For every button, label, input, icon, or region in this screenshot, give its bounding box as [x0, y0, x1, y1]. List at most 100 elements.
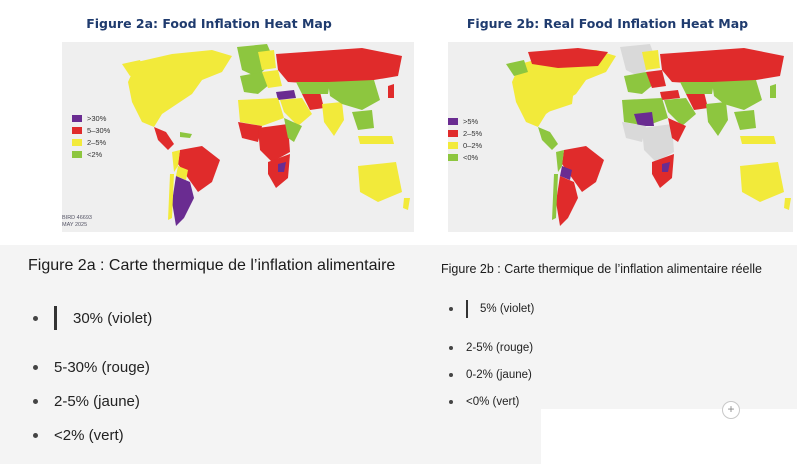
legend-a-item: <2% — [72, 148, 110, 160]
region-japan — [770, 84, 776, 98]
region-middle-east — [280, 98, 312, 126]
list-item-label: 2-5% (rouge) — [466, 342, 534, 354]
region-central-asia — [680, 82, 714, 94]
list-item-label: <2% (vert) — [54, 427, 124, 444]
legend-swatch-violet — [72, 114, 82, 122]
legend-b-label: 2–5% — [463, 128, 483, 138]
world-map-food-inflation — [62, 42, 414, 232]
region-zimbabwe — [278, 162, 286, 172]
legend-a-item: 5–30% — [72, 124, 110, 136]
legend-a-label: 2–5% — [87, 137, 107, 147]
region-alaska — [506, 60, 528, 76]
legend-swatch-violet — [448, 117, 458, 125]
bar-icon — [466, 300, 468, 318]
legend-b: >5% 2–5% 0–2% <0% — [448, 115, 482, 163]
legend-b-label: <0% — [463, 152, 479, 162]
list-item-label: 5-30% (rouge) — [54, 359, 150, 376]
region-north-america — [128, 50, 232, 127]
region-caribbean — [180, 132, 192, 138]
bullet-icon — [449, 400, 453, 404]
region-new-zealand — [784, 198, 791, 210]
figure-2a-title: Figure 2a: Food Inflation Heat Map — [86, 16, 332, 31]
legend-swatch-yellow — [448, 141, 458, 149]
list-item-label: 0-2% (jaune) — [466, 369, 532, 381]
region-andes — [556, 150, 564, 172]
region-zimbabwe — [662, 162, 670, 172]
bullet-icon — [449, 346, 453, 350]
legend-a-label: 5–30% — [87, 125, 111, 135]
region-southeast-asia — [734, 110, 756, 130]
region-andes — [172, 150, 180, 172]
source-note: BIRD 46693 MAY 2025 — [62, 215, 92, 229]
world-map-svg-a — [122, 44, 410, 226]
region-turkey — [660, 90, 680, 100]
caption-2b-title: Figure 2b : Carte thermique de l’inflati… — [441, 262, 762, 276]
region-north-africa — [238, 98, 284, 126]
region-bolivia — [560, 166, 572, 180]
region-europe-east — [262, 70, 282, 88]
region-central-africa — [258, 124, 290, 162]
bullet-icon — [33, 399, 38, 404]
region-europe-east — [646, 70, 666, 88]
legend-swatch-red — [448, 129, 458, 137]
region-chile — [552, 174, 558, 220]
list-item: 2-5% (rouge) — [449, 342, 533, 354]
region-middle-east — [664, 98, 696, 126]
region-brazil — [562, 146, 604, 192]
legend-a-label: <2% — [87, 149, 103, 159]
region-central-africa — [642, 124, 674, 162]
figure-2b-title: Figure 2b: Real Food Inflation Heat Map — [466, 16, 749, 31]
legend-b-item: >5% — [448, 115, 482, 127]
region-east-africa — [284, 118, 302, 142]
region-new-zealand — [403, 198, 410, 210]
list-item: 5-30% (rouge) — [33, 359, 150, 376]
region-central-asia — [296, 82, 330, 94]
region-sahel — [634, 112, 654, 126]
world-map-svg-b — [506, 44, 791, 226]
region-japan — [388, 84, 394, 98]
region-russia — [660, 48, 784, 84]
region-indonesia — [740, 136, 776, 144]
list-item-label: <0% (vert) — [466, 396, 520, 408]
list-item-label: 2-5% (jaune) — [54, 393, 140, 410]
list-item: 0-2% (jaune) — [449, 369, 532, 381]
caption-2a-title: Figure 2a : Carte thermique de l’inflati… — [28, 257, 396, 274]
region-china — [328, 80, 380, 110]
list-item-label: 30% (violet) — [73, 309, 153, 327]
content-overlay — [541, 409, 797, 464]
region-indonesia — [358, 136, 394, 144]
region-turkey — [276, 90, 296, 100]
legend-a-item: >30% — [72, 112, 110, 124]
legend-b-label: 0–2% — [463, 140, 483, 150]
list-item-label: 5% (violet) — [480, 303, 535, 315]
list-item: 2-5% (jaune) — [33, 393, 140, 410]
bullet-icon — [33, 315, 38, 321]
region-australia — [358, 162, 402, 202]
region-southeast-asia — [352, 110, 374, 130]
region-north-africa — [622, 98, 668, 126]
region-canada-north — [528, 48, 608, 68]
list-item: 30% (violet) — [33, 306, 152, 330]
region-alaska — [122, 60, 144, 76]
legend-b-item: <0% — [448, 151, 482, 163]
plus-icon[interactable]: + — [722, 401, 740, 419]
region-argentina — [172, 176, 194, 226]
legend-a-label: >30% — [87, 113, 107, 123]
region-iran — [686, 92, 708, 110]
region-central-america — [154, 127, 174, 150]
source-note-line: MAY 2025 — [62, 222, 88, 228]
region-russia — [276, 48, 402, 84]
bar-icon — [54, 306, 57, 330]
region-india — [706, 102, 728, 136]
bullet-icon — [449, 307, 453, 311]
legend-swatch-green — [448, 153, 458, 161]
region-usa — [528, 88, 574, 112]
region-scandinavia — [642, 50, 660, 70]
region-australia — [740, 162, 784, 202]
legend-a-item: 2–5% — [72, 136, 110, 148]
world-map-real-food-inflation — [448, 42, 793, 232]
legend-swatch-green — [72, 150, 82, 158]
legend-b-label: >5% — [463, 116, 479, 126]
region-europe-west — [624, 72, 654, 94]
region-india — [322, 102, 344, 136]
